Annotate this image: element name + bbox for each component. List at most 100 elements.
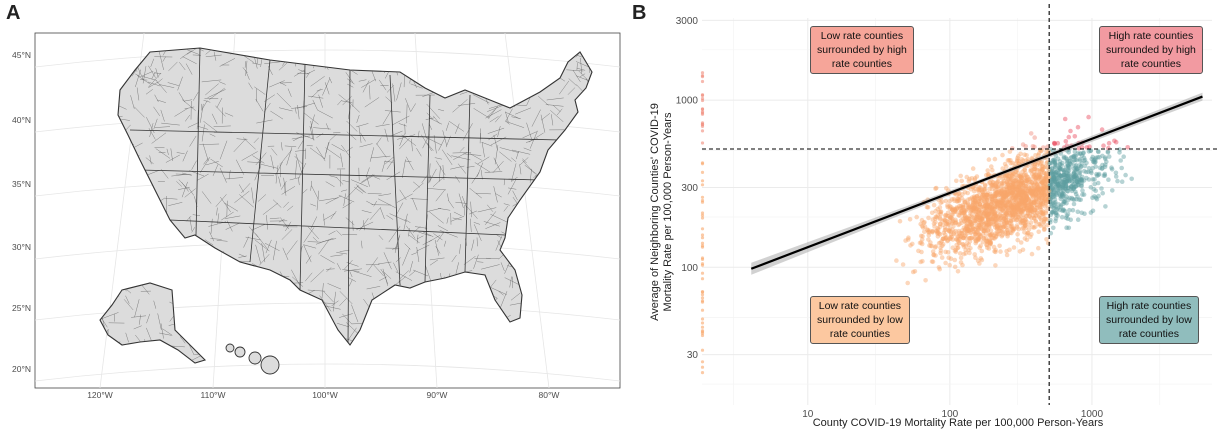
data-point <box>1053 191 1059 196</box>
data-point <box>1041 193 1047 199</box>
data-point <box>995 202 1001 207</box>
data-point <box>1079 145 1085 150</box>
data-point <box>927 230 932 235</box>
data-point <box>1018 174 1023 180</box>
data-point <box>1015 190 1020 195</box>
data-point <box>960 241 966 247</box>
data-point <box>981 193 987 198</box>
data-point <box>961 225 967 231</box>
data-point <box>1041 176 1047 181</box>
data-point <box>1043 184 1048 190</box>
data-point <box>1065 168 1071 173</box>
data-point <box>1018 209 1024 215</box>
data-point <box>1024 194 1029 199</box>
data-point <box>1003 203 1008 208</box>
data-point <box>975 212 980 218</box>
data-point <box>1024 191 1029 196</box>
data-point <box>978 222 984 227</box>
data-point <box>1048 170 1054 175</box>
data-point <box>972 252 977 257</box>
data-point <box>1061 182 1066 188</box>
data-point <box>967 239 973 244</box>
data-point <box>961 235 966 241</box>
data-point <box>1062 196 1068 201</box>
data-point <box>979 257 985 263</box>
data-point <box>1106 154 1112 159</box>
data-point <box>1037 174 1043 180</box>
data-point <box>997 243 1002 249</box>
data-point <box>920 225 926 230</box>
data-point <box>1011 171 1017 176</box>
data-point <box>1088 210 1094 215</box>
data-point <box>1045 217 1050 222</box>
data-point <box>931 252 936 257</box>
hawaii-island <box>234 346 246 358</box>
data-point <box>1023 198 1028 203</box>
data-point <box>945 222 951 227</box>
data-point <box>962 199 968 205</box>
data-point <box>973 195 979 200</box>
data-point <box>959 208 964 214</box>
data-point <box>1022 198 1028 204</box>
data-point <box>922 220 927 225</box>
data-point <box>987 180 993 185</box>
data-point <box>1003 215 1009 221</box>
data-point <box>963 247 968 253</box>
data-point <box>1011 206 1017 212</box>
data-point <box>1079 178 1085 184</box>
data-point <box>1017 174 1023 179</box>
data-point <box>968 203 973 209</box>
data-point <box>1009 193 1014 198</box>
data-point <box>1077 170 1083 176</box>
data-point <box>1008 218 1014 224</box>
data-point <box>1011 202 1016 208</box>
data-point <box>1094 196 1100 202</box>
data-point <box>1075 217 1081 222</box>
data-point <box>935 230 941 235</box>
data-point <box>1000 195 1006 200</box>
data-point <box>983 208 988 213</box>
data-point <box>1001 180 1006 186</box>
data-point <box>1018 220 1023 226</box>
contiguous-us-shape <box>117 47 593 346</box>
data-point <box>933 186 938 191</box>
data-point <box>1011 226 1017 232</box>
data-point <box>1057 177 1063 183</box>
data-point <box>1020 190 1025 195</box>
data-point <box>1051 177 1057 182</box>
data-point <box>959 231 965 236</box>
data-point <box>1065 166 1071 171</box>
data-point <box>1079 153 1085 159</box>
data-point <box>1005 207 1011 213</box>
data-point <box>964 236 970 241</box>
data-point <box>990 194 995 199</box>
data-point <box>700 112 705 116</box>
data-point <box>998 200 1004 206</box>
data-point <box>993 247 998 253</box>
data-point <box>1009 212 1015 218</box>
data-point <box>982 203 988 208</box>
data-point <box>981 235 987 241</box>
data-point <box>1121 154 1126 159</box>
data-point <box>1024 237 1030 243</box>
data-point <box>1050 192 1055 197</box>
data-point <box>1089 156 1095 162</box>
data-point <box>977 201 983 207</box>
data-point <box>1058 173 1064 179</box>
data-point <box>1009 210 1014 216</box>
data-point <box>1103 204 1108 209</box>
data-point <box>1017 249 1023 254</box>
data-point <box>700 360 705 364</box>
data-point <box>996 176 1001 181</box>
data-point <box>1032 162 1038 167</box>
data-point <box>1019 179 1025 184</box>
data-point <box>1036 189 1041 195</box>
data-point <box>972 198 978 203</box>
data-point <box>1002 223 1008 229</box>
data-point <box>1014 158 1020 164</box>
data-point <box>1020 208 1026 214</box>
data-point <box>998 225 1004 230</box>
data-point <box>976 189 981 194</box>
data-point <box>1003 194 1008 199</box>
regression-band <box>750 92 1203 275</box>
